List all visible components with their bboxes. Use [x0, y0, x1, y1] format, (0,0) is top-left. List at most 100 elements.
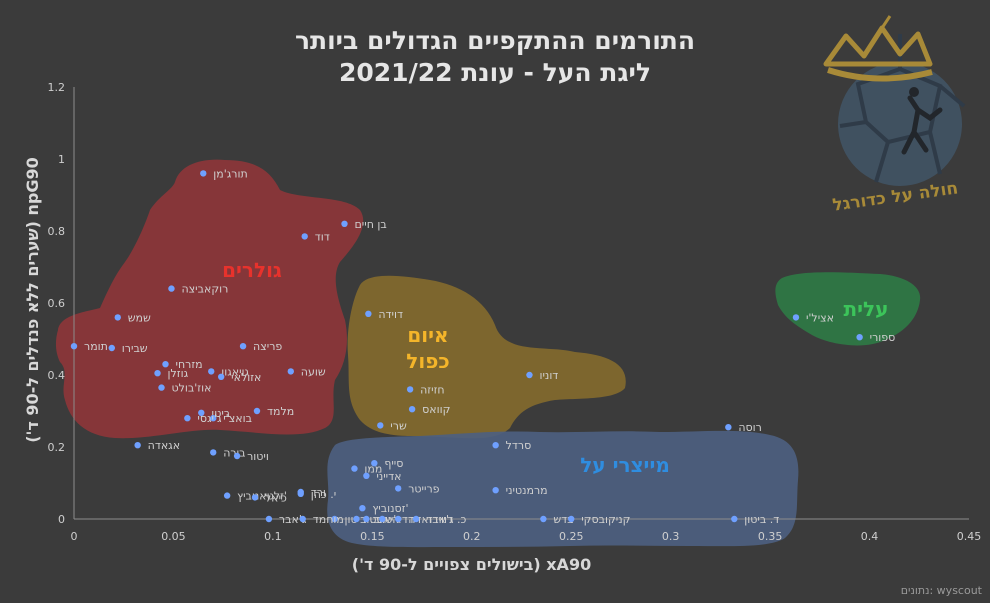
data-point — [359, 505, 366, 512]
data-point — [363, 472, 370, 479]
data-point — [792, 314, 800, 321]
data-point — [233, 452, 241, 460]
points-layer: תורג'מן בן חיים דוד רוקאביצה שמש תומר שבירו פרי… — [70, 167, 896, 526]
x-tick-label: 0.45 — [957, 530, 982, 543]
data-label: פריצה — [253, 340, 282, 353]
data-label: ספורי — [870, 331, 896, 344]
data-point — [412, 515, 420, 523]
data-point — [208, 368, 215, 375]
data-point — [217, 373, 225, 380]
data-label: י. כהן — [311, 488, 336, 501]
data-label: זסנוביץ' — [372, 502, 408, 515]
axes-layer: 0 0.05 0.1 0.15 0.2 0.25 0.3 0.35 0.4 0.45 0 0.2 0.4… — [23, 81, 981, 574]
data-point — [301, 233, 308, 240]
data-point — [223, 492, 231, 499]
data-point — [114, 314, 121, 321]
data-label: גוזלן — [168, 367, 189, 380]
data-point — [363, 515, 370, 523]
data-label: ויטור — [247, 450, 269, 463]
x-axis-title: xA90 (בישולים צפויים ל-90 ד') — [352, 555, 591, 574]
data-point — [725, 424, 732, 431]
x-tick-label: 0.4 — [861, 530, 879, 543]
data-label: ד. ביטון — [744, 513, 779, 526]
data-label: קוואס — [422, 403, 450, 416]
logo-crown-icon — [823, 25, 933, 67]
x-tick-label: 0.25 — [559, 530, 584, 543]
data-point — [331, 515, 338, 523]
zone-double — [347, 275, 626, 439]
data-point — [492, 442, 499, 449]
data-label: תומר — [84, 340, 108, 353]
brand-logo: חולה על כדורגל — [823, 15, 966, 214]
data-label: שרי — [390, 419, 407, 432]
data-label: רוסה — [738, 421, 762, 434]
data-label: אוז'בולט — [172, 382, 212, 395]
source-credit: נתונים: wyscout — [900, 584, 982, 597]
logo-ball-icon — [838, 62, 962, 186]
data-point — [492, 487, 499, 494]
logo-player-head — [909, 87, 919, 97]
zone-label: גולרים — [222, 258, 282, 282]
zones-layer — [55, 159, 921, 548]
data-label: רוקאביצה — [181, 283, 228, 296]
data-point — [210, 415, 217, 422]
data-point — [108, 344, 115, 352]
data-point — [70, 343, 78, 350]
x-tick-label: 0.2 — [463, 530, 481, 543]
data-point — [526, 371, 533, 379]
data-label: דוידה — [378, 308, 403, 321]
x-tick-label: 0.1 — [264, 530, 282, 543]
zone-label: עלית — [844, 297, 889, 321]
data-point — [287, 368, 294, 375]
data-label: סרדל — [506, 439, 532, 452]
y-tick-label: 1.2 — [48, 81, 66, 94]
x-tick-label: 0.3 — [662, 530, 680, 543]
data-point — [365, 310, 372, 317]
logo-crown-band — [827, 67, 933, 82]
data-point — [371, 460, 378, 467]
data-point — [251, 494, 259, 501]
data-label: כ. ג'אבר — [426, 513, 466, 526]
data-point — [341, 220, 348, 227]
data-label: מלמד — [267, 405, 294, 418]
y-tick-label: 0 — [58, 513, 65, 526]
data-point — [406, 386, 414, 393]
y-axis-title: npG90 (שערים ללא פנדלים ל-90 ד') — [23, 157, 42, 443]
data-point — [154, 370, 161, 377]
data-point — [394, 515, 402, 523]
data-point — [297, 490, 304, 497]
data-label: אגאדה — [148, 439, 180, 452]
data-label: דוד — [315, 230, 330, 243]
data-label: שבירו — [122, 342, 148, 355]
data-label: קניקובסקי — [581, 513, 630, 526]
data-point — [379, 515, 386, 523]
data-label: מזרחי — [175, 358, 202, 371]
y-tick-label: 0.4 — [48, 369, 66, 382]
logo-spike — [880, 15, 892, 29]
data-point — [856, 334, 863, 341]
data-label: מוחמד — [313, 513, 344, 526]
data-point — [394, 485, 402, 492]
data-label: שמש — [128, 311, 151, 324]
data-label: דוניו — [539, 369, 558, 382]
chart-title-line1: התורמים ההתקפיים הגדולים ביותר — [294, 26, 696, 55]
zone-creators — [327, 430, 799, 548]
data-label: ממן — [364, 463, 382, 476]
data-point — [351, 465, 358, 472]
data-label: תורג'מן — [213, 167, 247, 180]
data-point — [134, 442, 141, 449]
data-label: מרמנטיני — [506, 484, 548, 497]
data-label: בדש — [553, 513, 573, 526]
data-point — [568, 515, 575, 523]
data-label: סייף — [384, 457, 403, 470]
data-label: ב. ביטון — [345, 513, 380, 526]
data-label: כיאל — [265, 491, 287, 504]
data-point — [168, 285, 175, 292]
data-label: שועה — [301, 365, 326, 378]
data-point — [158, 384, 165, 391]
zone-scorers — [55, 159, 364, 439]
data-label: בואצ'י — [223, 412, 252, 425]
data-label: ורד — [311, 486, 326, 499]
